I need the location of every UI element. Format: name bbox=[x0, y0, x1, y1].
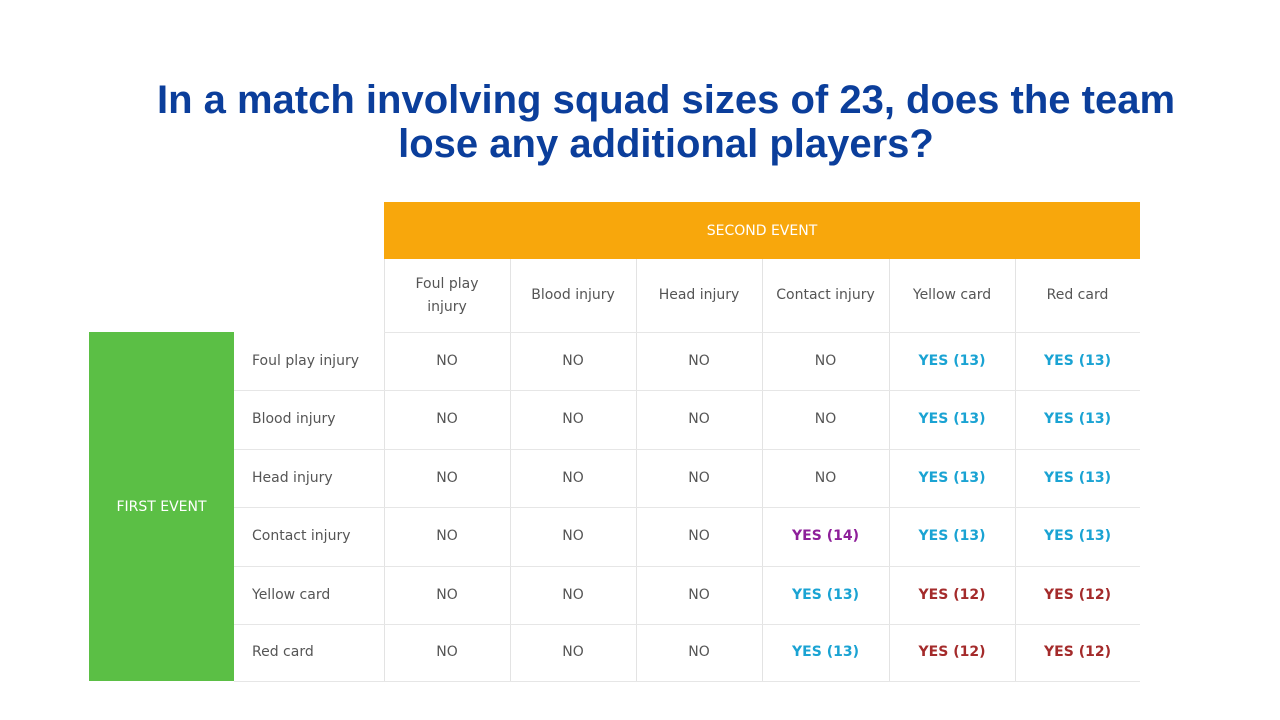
table-cell: YES (14) bbox=[792, 528, 859, 544]
table-cell: YES (12) bbox=[1044, 586, 1111, 603]
table-cell: YES (13) bbox=[1044, 411, 1111, 427]
row-header: Contact injury bbox=[252, 528, 351, 544]
table-cell: NO bbox=[436, 586, 458, 603]
table-cell: YES (13) bbox=[918, 469, 986, 486]
row-header: Head injury bbox=[252, 469, 333, 486]
table-cell: YES (13) bbox=[918, 411, 986, 427]
table-cell: NO bbox=[814, 469, 837, 486]
table-column-divider bbox=[384, 259, 385, 681]
column-header: Blood injury bbox=[531, 287, 615, 303]
column-header: Foul play injury bbox=[415, 275, 479, 315]
table-cell: NO bbox=[688, 469, 710, 486]
table-cell: NO bbox=[814, 411, 837, 427]
table-cell: NO bbox=[688, 352, 710, 369]
first-event-label: FIRST EVENT bbox=[116, 498, 207, 515]
table-cell: NO bbox=[688, 586, 710, 603]
column-header: Yellow card bbox=[912, 287, 992, 303]
table-cell: NO bbox=[436, 469, 458, 486]
table-cell: YES (13) bbox=[918, 528, 986, 544]
table-cell: NO bbox=[436, 411, 458, 427]
row-header: Blood injury bbox=[252, 411, 336, 427]
row-header: Yellow card bbox=[252, 586, 331, 603]
slide-title: In a match involving squad sizes of 23, … bbox=[0, 78, 1280, 166]
slide-title-line-2: lose any additional players? bbox=[398, 122, 934, 166]
table-cell: NO bbox=[436, 528, 458, 544]
table-column-divider bbox=[762, 259, 763, 681]
row-header: Red card bbox=[252, 644, 314, 660]
table-cell: YES (13) bbox=[918, 352, 986, 369]
table-cell: YES (13) bbox=[1044, 352, 1111, 369]
table-cell: YES (12) bbox=[918, 586, 986, 603]
table-cell: NO bbox=[562, 586, 584, 603]
table-cell: YES (13) bbox=[1044, 469, 1111, 486]
table-cell: YES (13) bbox=[792, 644, 859, 660]
table-row-divider bbox=[234, 566, 1140, 567]
column-header: Red card bbox=[1046, 287, 1109, 303]
second-event-label: SECOND EVENT bbox=[706, 222, 818, 239]
row-header: Foul play injury bbox=[252, 352, 359, 369]
table-cell: NO bbox=[562, 352, 584, 369]
table-cell: YES (12) bbox=[1044, 644, 1111, 660]
column-header: Head injury bbox=[658, 287, 740, 303]
table-cell: YES (12) bbox=[918, 644, 986, 660]
table-cell: YES (13) bbox=[1044, 528, 1111, 544]
outcome-table: Foul play injury Blood injury Head injury C… bbox=[234, 259, 1140, 682]
table-cell: NO bbox=[562, 469, 584, 486]
table-row-divider bbox=[234, 390, 1140, 391]
table-cell: NO bbox=[814, 352, 837, 369]
table-row-divider bbox=[234, 624, 1140, 625]
table-bottom-border bbox=[234, 681, 1140, 682]
table-cell: NO bbox=[562, 411, 584, 427]
table-column-divider bbox=[889, 259, 890, 681]
table-row-divider bbox=[234, 507, 1140, 508]
slide-title-line-1: In a match involving squad sizes of 23, … bbox=[156, 78, 1176, 122]
table-column-divider bbox=[510, 259, 511, 681]
table-cell: NO bbox=[436, 644, 458, 660]
column-header: Contact injury bbox=[776, 287, 875, 303]
table-cell: NO bbox=[562, 644, 584, 660]
table-cell: NO bbox=[688, 411, 710, 427]
table-row-divider bbox=[234, 449, 1140, 450]
table-column-divider bbox=[1015, 259, 1016, 681]
table-cell: NO bbox=[688, 528, 710, 544]
table-cell: NO bbox=[562, 528, 584, 544]
table-column-divider bbox=[636, 259, 637, 681]
second-event-header: SECOND EVENT bbox=[384, 202, 1140, 259]
first-event-header: FIRST EVENT bbox=[89, 332, 234, 681]
table-cell: NO bbox=[688, 644, 710, 660]
table-row-divider bbox=[384, 332, 1140, 333]
table-cell: NO bbox=[436, 352, 458, 369]
table-cell: YES (13) bbox=[792, 586, 859, 603]
